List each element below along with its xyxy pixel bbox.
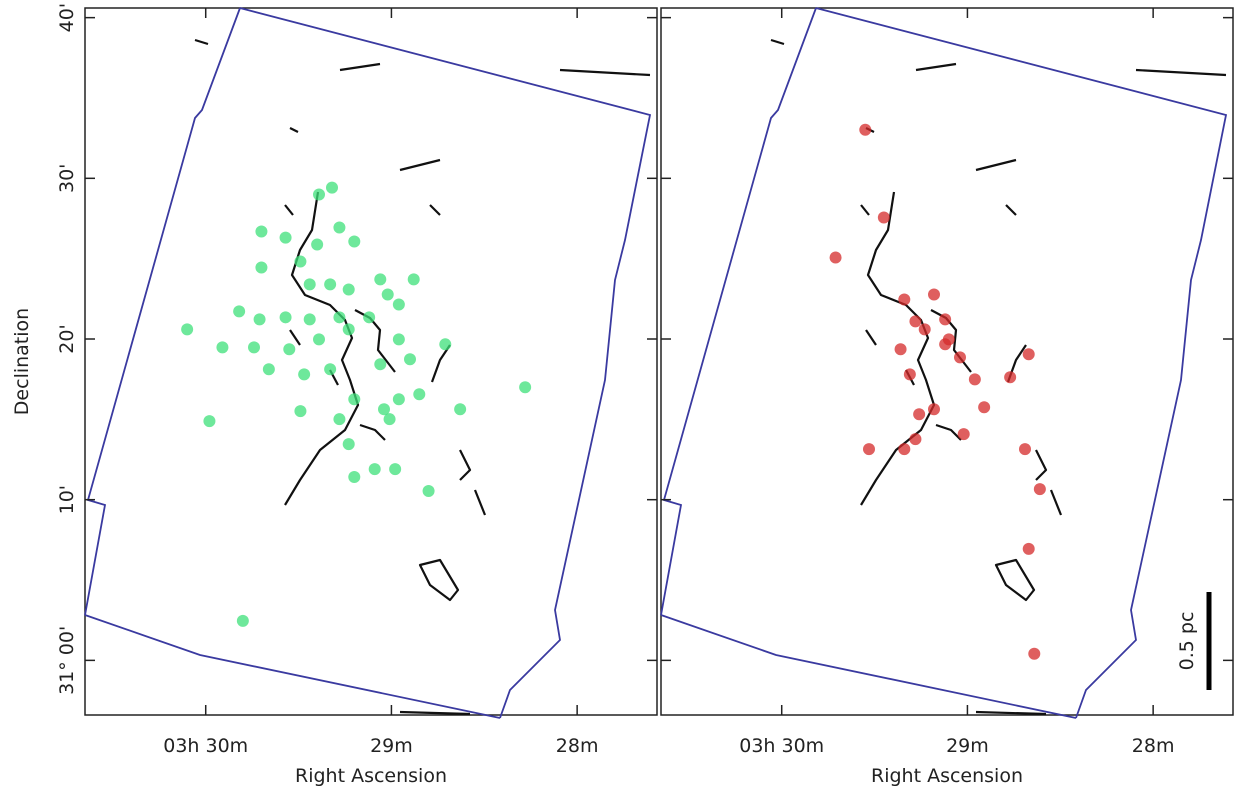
source-point xyxy=(263,363,275,375)
source-point xyxy=(233,305,245,317)
source-point xyxy=(895,343,907,355)
source-point xyxy=(343,284,355,296)
source-point xyxy=(928,288,940,300)
source-point xyxy=(958,428,970,440)
source-point xyxy=(348,393,360,405)
source-point xyxy=(909,315,921,327)
source-point xyxy=(919,323,931,335)
source-point xyxy=(389,463,401,475)
source-point xyxy=(1023,543,1035,555)
source-point xyxy=(384,413,396,425)
source-point xyxy=(255,262,267,274)
source-point xyxy=(374,273,386,285)
source-point xyxy=(343,438,355,450)
source-point xyxy=(348,235,360,247)
source-point xyxy=(969,373,981,385)
source-point xyxy=(519,381,531,393)
source-point xyxy=(978,401,990,413)
source-point xyxy=(294,256,306,268)
scale-bar-label: 0.5 pc xyxy=(1176,612,1198,671)
source-point xyxy=(304,278,316,290)
source-point xyxy=(830,252,842,264)
source-point xyxy=(439,338,451,350)
x-tick-label: 03h 30m xyxy=(163,735,248,757)
y-tick-label: 30' xyxy=(56,164,78,193)
source-point xyxy=(324,278,336,290)
source-point xyxy=(878,212,890,224)
source-point xyxy=(248,341,260,353)
source-point xyxy=(294,405,306,417)
source-point xyxy=(1023,348,1035,360)
source-point xyxy=(913,408,925,420)
x-tick-label: 28m xyxy=(1132,735,1175,757)
source-point xyxy=(343,323,355,335)
source-point xyxy=(859,124,871,136)
source-point xyxy=(255,226,267,238)
figure: 03h 30m 29m 28m 40' 30' 20' 10' 31° 00' Right As… xyxy=(0,0,1235,793)
x-axis-label: Right Ascension xyxy=(871,765,1023,787)
source-point xyxy=(1019,443,1031,455)
x-tick-label: 29m xyxy=(370,735,413,757)
source-point xyxy=(1034,483,1046,495)
source-point xyxy=(943,333,955,345)
source-point xyxy=(203,415,215,427)
source-point xyxy=(898,443,910,455)
y-tick-label: 40' xyxy=(56,3,78,32)
source-point xyxy=(304,313,316,325)
source-point xyxy=(404,353,416,365)
source-point xyxy=(454,403,466,415)
source-point xyxy=(904,368,916,380)
source-point xyxy=(298,368,310,380)
source-point xyxy=(928,403,940,415)
source-point xyxy=(1004,371,1016,383)
y-tick-label: 20' xyxy=(56,324,78,353)
source-point xyxy=(909,433,921,445)
source-point xyxy=(898,293,910,305)
source-point xyxy=(413,388,425,400)
source-point xyxy=(333,221,345,233)
source-point xyxy=(363,311,375,323)
source-point xyxy=(1028,648,1040,660)
source-point xyxy=(280,232,292,244)
source-point xyxy=(939,313,951,325)
panel-frame xyxy=(661,8,1233,715)
source-point xyxy=(348,471,360,483)
x-tick-label: 28m xyxy=(556,735,599,757)
source-point xyxy=(408,273,420,285)
y-axis-label: Declination xyxy=(11,308,33,415)
source-point xyxy=(369,463,381,475)
source-point xyxy=(382,288,394,300)
source-point xyxy=(863,443,875,455)
source-point xyxy=(393,298,405,310)
source-point xyxy=(181,323,193,335)
source-point xyxy=(374,358,386,370)
source-point xyxy=(283,343,295,355)
y-tick-label: 31° 00' xyxy=(56,626,78,695)
source-point xyxy=(423,485,435,497)
y-tick-label: 10' xyxy=(56,485,78,514)
source-point xyxy=(393,393,405,405)
map-contours xyxy=(661,8,1226,718)
x-tick-label: 29m xyxy=(946,735,989,757)
source-point xyxy=(280,311,292,323)
x-axis-label: Right Ascension xyxy=(295,765,447,787)
source-point xyxy=(313,189,325,201)
source-point xyxy=(333,413,345,425)
source-point xyxy=(216,341,228,353)
source-point xyxy=(393,333,405,345)
source-point xyxy=(324,363,336,375)
panel-frame xyxy=(85,8,657,715)
source-point xyxy=(326,182,338,194)
source-point xyxy=(313,333,325,345)
source-point xyxy=(311,239,323,251)
source-point xyxy=(333,311,345,323)
map-contours xyxy=(85,8,650,718)
x-tick-label: 03h 30m xyxy=(739,735,824,757)
source-point xyxy=(237,615,249,627)
source-point xyxy=(254,313,266,325)
source-point xyxy=(954,351,966,363)
